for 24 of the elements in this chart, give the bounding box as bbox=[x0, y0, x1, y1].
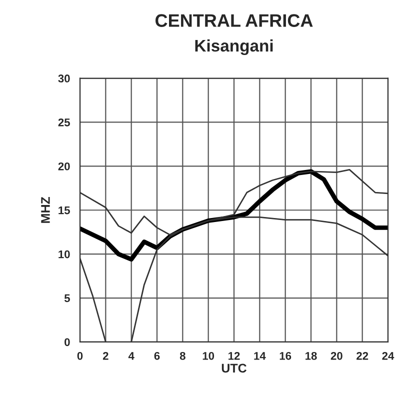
x-tick-label: 10 bbox=[202, 352, 214, 360]
y-axis-title: MHZ bbox=[41, 196, 50, 223]
y-tick-label: 25 bbox=[58, 118, 70, 126]
x-tick-label: 18 bbox=[306, 352, 317, 360]
y-tick-label: 20 bbox=[58, 162, 70, 170]
x-tick-label: 20 bbox=[330, 352, 342, 360]
x-tick-label: 14 bbox=[254, 352, 266, 360]
x-tick-label: 4 bbox=[128, 352, 134, 360]
x-axis-title: UTC bbox=[222, 364, 247, 373]
y-tick-label: 30 bbox=[58, 74, 70, 82]
x-tick-label: 0 bbox=[77, 352, 83, 360]
y-tick-label: 5 bbox=[64, 294, 70, 302]
y-tick-label: 10 bbox=[58, 250, 70, 258]
x-tick-label: 24 bbox=[382, 352, 394, 360]
x-tick-label: 22 bbox=[356, 352, 368, 360]
chart-title: CENTRAL AFRICA bbox=[156, 14, 313, 27]
x-tick-label: 8 bbox=[180, 352, 186, 360]
y-tick-label: 0 bbox=[64, 338, 70, 346]
x-tick-label: 6 bbox=[154, 352, 160, 360]
x-tick-label: 12 bbox=[228, 352, 240, 360]
y-tick-label: 15 bbox=[58, 206, 70, 214]
x-tick-label: 2 bbox=[102, 352, 108, 360]
x-tick-label: 16 bbox=[280, 352, 292, 360]
chart-subtitle: Kisangani bbox=[195, 39, 273, 56]
